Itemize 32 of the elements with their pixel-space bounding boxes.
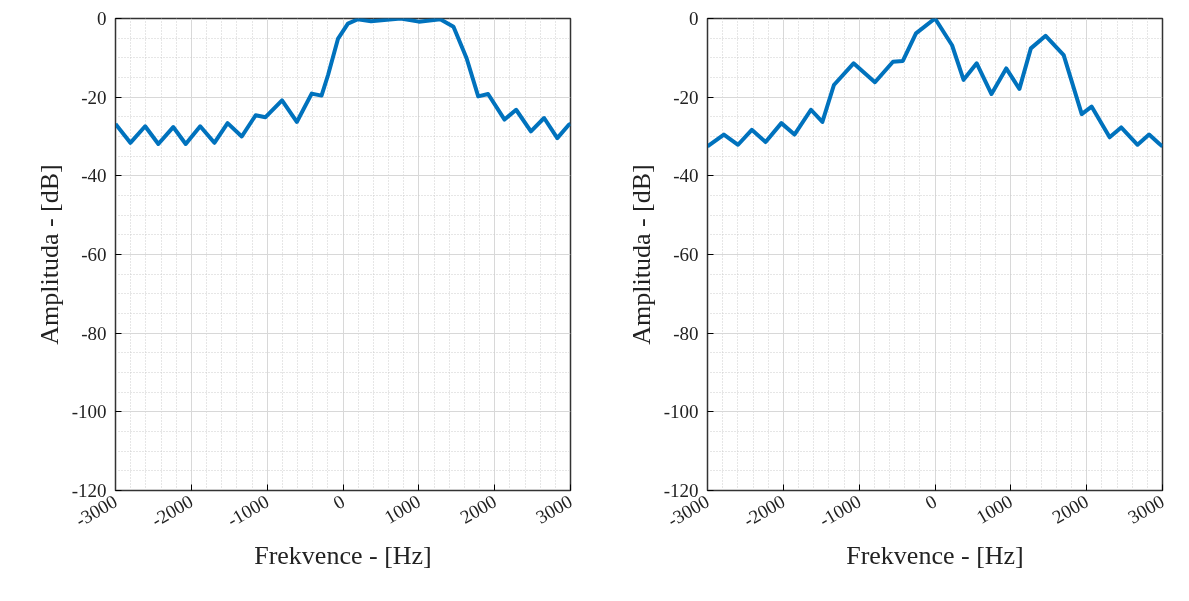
x-tick-label: 0 <box>329 490 349 514</box>
y-tick-label: -120 <box>71 480 107 501</box>
y-tick-label: -60 <box>81 244 107 265</box>
x-tick-label: 2000 <box>456 490 500 528</box>
x-tick-label: -1000 <box>223 490 273 531</box>
y-tick-label: -40 <box>673 165 699 187</box>
line-series <box>115 18 571 146</box>
y-tick-label: -20 <box>673 86 699 108</box>
y-tick-label: -80 <box>673 322 699 344</box>
x-axis-title: Frekvence - [Hz] <box>846 540 1024 570</box>
x-tick-label: -1000 <box>815 490 865 531</box>
y-tick-label: -100 <box>71 401 107 423</box>
x-tick-label: 0 <box>921 490 941 514</box>
x-tick-label: 1000 <box>380 490 425 528</box>
x-tick-label: -2000 <box>739 490 789 531</box>
y-tick-label: -100 <box>663 401 699 423</box>
x-tick-label: 2000 <box>1048 490 1092 528</box>
y-axis-title: Amplituda - [dB] <box>626 164 656 345</box>
x-tick-label: 1000 <box>972 490 1017 528</box>
y-tick-label: -120 <box>663 480 699 501</box>
y-tick-label: -40 <box>81 165 107 187</box>
x-axis-title: Frekvence - [Hz] <box>254 540 432 570</box>
y-tick-label: 0 <box>97 8 107 29</box>
y-tick-label: -80 <box>81 322 107 344</box>
y-tick-label: -60 <box>673 244 699 265</box>
y-tick-label: 0 <box>689 8 699 29</box>
x-tick-label: -2000 <box>147 490 197 531</box>
line-series <box>707 18 1163 149</box>
x-tick-label: 3000 <box>532 490 576 528</box>
y-axis-title: Amplituda - [dB] <box>34 164 64 345</box>
y-tick-label: -20 <box>81 86 107 108</box>
x-tick-label: 3000 <box>1124 490 1168 528</box>
